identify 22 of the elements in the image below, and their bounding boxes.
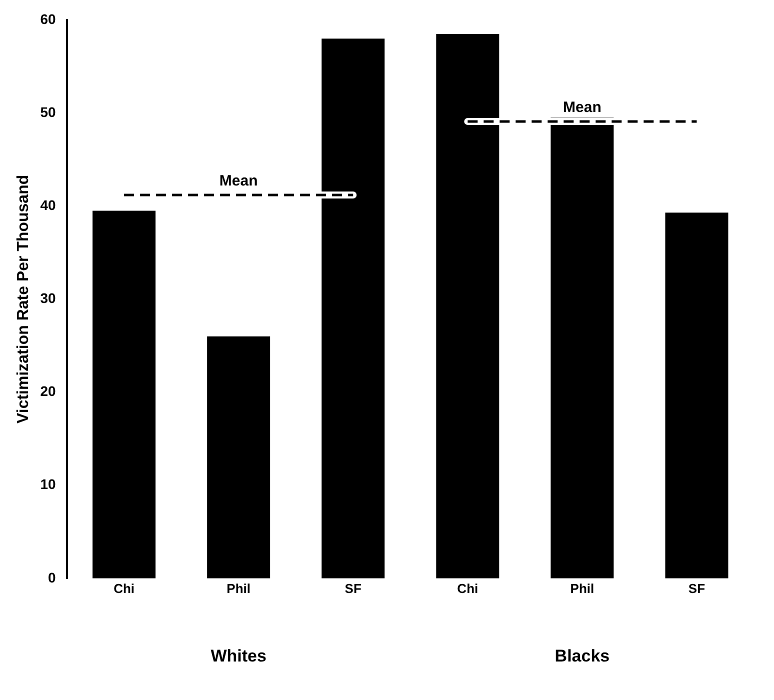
y-axis-title: Victimization Rate Per Thousand: [15, 174, 32, 424]
bar: [665, 212, 728, 578]
y-tick-label: 50: [40, 104, 56, 120]
series-label: Mean: [563, 99, 602, 116]
bar: [207, 336, 270, 578]
y-tick-label: 0: [48, 569, 56, 586]
y-tick-label: 10: [40, 476, 56, 492]
y-tick-label: 20: [40, 383, 56, 400]
x-tick-label: SF: [688, 580, 706, 596]
x-tick-label: SF: [344, 580, 362, 596]
bar: [92, 210, 156, 578]
x-tick-label: Phil: [226, 580, 250, 596]
x-tick-label: Phil: [570, 580, 594, 596]
text: Blacks: [554, 646, 610, 666]
x-tick-label: Chi: [114, 580, 135, 596]
y-tick-label: 40: [40, 196, 56, 213]
text: Whites: [210, 646, 266, 666]
series-label: Mean: [219, 172, 258, 190]
y-tick-label: 30: [40, 290, 56, 306]
x-tick-label: Chi: [457, 580, 478, 596]
y-tick-label: 60: [40, 10, 56, 27]
bar: [322, 38, 385, 578]
